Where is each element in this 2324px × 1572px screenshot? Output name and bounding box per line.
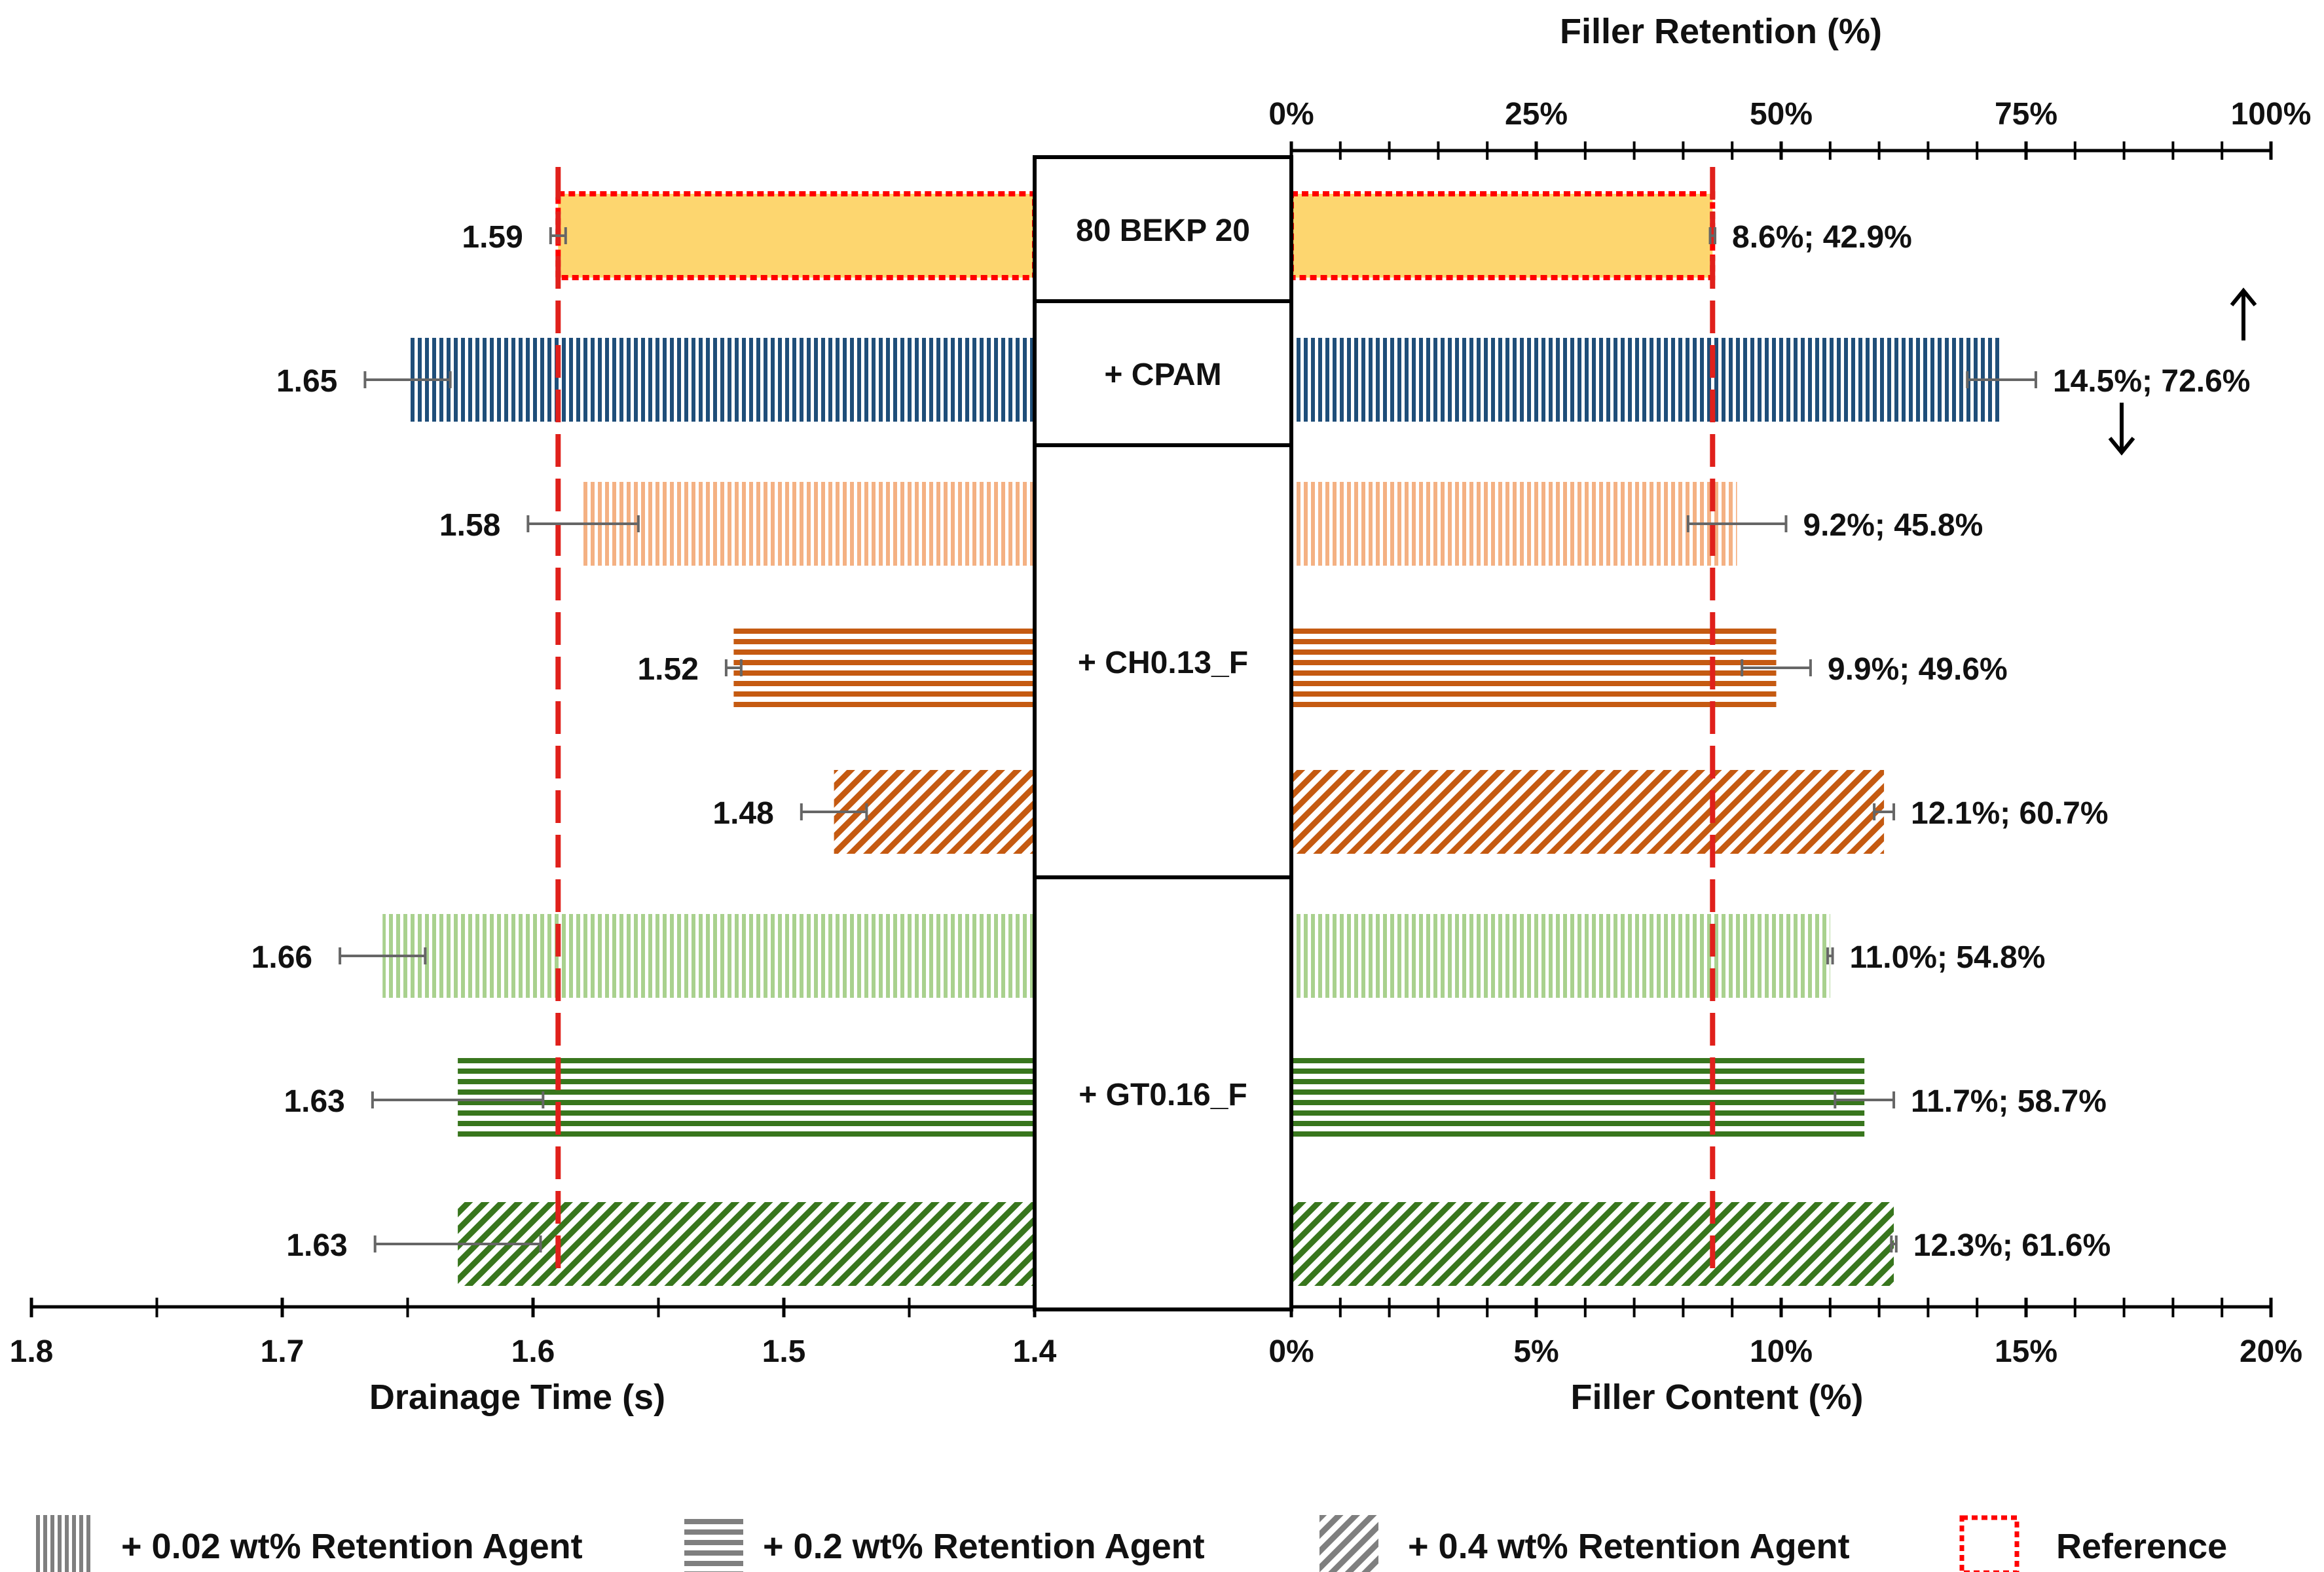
- drainage-value-label: 1.66: [251, 940, 312, 975]
- legend-item: Reference: [1959, 1515, 2227, 1572]
- left-axis-tick-label: 1.8: [10, 1334, 54, 1369]
- drainage-value-label: 1.52: [637, 652, 698, 687]
- content-error-bar: [1686, 515, 1788, 532]
- reference-lines: [555, 167, 1716, 1277]
- left-axis-tick-label: 1.5: [762, 1334, 806, 1369]
- error-bars: [339, 227, 2037, 1252]
- legend-swatch: [34, 1515, 93, 1572]
- category-boxes: 80 BEKP 20 + CPAM + CH0.13_F + GT0.16_F: [1033, 155, 1293, 1311]
- legend-label: + 0.02 wt% Retention Agent: [121, 1527, 583, 1566]
- drainage-error-bar: [373, 1235, 542, 1252]
- legend-label: Reference: [2056, 1527, 2227, 1566]
- legend: + 0.02 wt% Retention Agent + 0.2 wt% Rete…: [34, 1515, 2227, 1572]
- arrow-down-icon: [2108, 403, 2135, 456]
- axes: 1.8 1.7 1.6 1.5 1.4 0% 5% 10% 15% 20% 0% 25% 50% 75% 1…: [10, 12, 2312, 1417]
- content-error-bar: [1834, 1091, 1896, 1108]
- top-axis-tick-label: 50%: [1750, 97, 1813, 132]
- filler-content-bars: [1289, 191, 2002, 1286]
- top-axis-tick-label: 75%: [1995, 97, 2057, 132]
- top-axis-title: Filler Retention (%): [1560, 12, 1882, 51]
- drainage-error-bar: [800, 803, 868, 820]
- top-axis-tick-label: 100%: [2231, 97, 2312, 132]
- drainage-value-label: 1.65: [276, 364, 337, 399]
- category-box: + CPAM: [1033, 299, 1293, 447]
- content-error-bar: [1873, 803, 1896, 820]
- category-label: + CPAM: [1104, 357, 1221, 392]
- filler-content-bar: [1289, 191, 1716, 280]
- category-box: + CH0.13_F: [1033, 443, 1293, 879]
- retention-value-label: 12.1%; 60.7%: [1911, 796, 2109, 831]
- drainage-bar: [407, 338, 1035, 422]
- value-labels: 1.59 8.6%; 42.9% 1.65 14.5%; 72.6% 1.58 9.2%;…: [251, 220, 2251, 1263]
- bottom-axis-tick-label: 5%: [1513, 1334, 1559, 1369]
- drainage-error-bar: [724, 659, 743, 676]
- retention-value-label: 8.6%; 42.9%: [1732, 220, 1912, 255]
- legend-swatch: [1959, 1515, 2020, 1572]
- drainage-bar: [382, 914, 1035, 998]
- left-axis-title: Drainage Time (s): [369, 1378, 665, 1417]
- legend-label: + 0.2 wt% Retention Agent: [763, 1527, 1205, 1566]
- filler-content-bar: [1291, 1202, 1894, 1286]
- retention-value-label: 9.2%; 45.8%: [1803, 508, 1983, 543]
- bottom-axis-tick-label: 0%: [1268, 1334, 1314, 1369]
- retention-value-label: 12.3%; 61.6%: [1913, 1228, 2111, 1263]
- category-label: + GT0.16_F: [1079, 1078, 1247, 1112]
- drainage-bar: [555, 191, 1037, 280]
- drainage-bar: [458, 1202, 1035, 1286]
- legend-swatch: [1319, 1515, 1378, 1572]
- drainage-error-bar: [549, 227, 567, 244]
- content-error-bar: [1741, 659, 1812, 676]
- legend-item: + 0.2 wt% Retention Agent: [684, 1515, 1205, 1572]
- bottom-axis-tick-label: 15%: [1995, 1334, 2057, 1369]
- retention-value-label: 14.5%; 72.6%: [2053, 364, 2251, 399]
- category-box: 80 BEKP 20: [1033, 155, 1293, 303]
- legend-item: + 0.4 wt% Retention Agent: [1319, 1515, 1850, 1572]
- bottom-right-axis-title: Filler Content (%): [1571, 1378, 1864, 1417]
- drainage-error-bar: [339, 947, 427, 964]
- retention-value-label: 11.0%; 54.8%: [1850, 940, 2046, 975]
- drainage-value-label: 1.63: [284, 1084, 344, 1119]
- filler-content-bar: [1291, 338, 2002, 422]
- drainage-value-label: 1.58: [439, 508, 500, 543]
- category-label: 80 BEKP 20: [1076, 213, 1250, 248]
- content-error-bar: [1826, 947, 1834, 964]
- drainage-error-bar: [371, 1091, 545, 1108]
- retention-value-label: 9.9%; 49.6%: [1828, 652, 2008, 687]
- legend-item: + 0.02 wt% Retention Agent: [34, 1515, 583, 1572]
- annotation-arrows: [2108, 287, 2257, 456]
- filler-content-bar: [1291, 626, 1777, 710]
- drainage-bar: [733, 626, 1035, 710]
- drainage-bar: [458, 1058, 1035, 1142]
- top-axis-tick-label: 0%: [1268, 97, 1314, 132]
- drainage-error-bar: [363, 371, 452, 388]
- content-error-bar: [1890, 1235, 1898, 1252]
- left-axis-tick-label: 1.7: [261, 1334, 304, 1369]
- drainage-error-bar: [526, 515, 640, 532]
- drainage-value-label: 1.59: [462, 220, 523, 255]
- content-error-bar: [1708, 227, 1717, 244]
- drainage-time-bars: [382, 191, 1037, 1286]
- filler-content-bar: [1291, 482, 1737, 566]
- left-axis-tick-label: 1.6: [511, 1334, 555, 1369]
- axis-ticks: [29, 141, 2273, 1317]
- category-label: + CH0.13_F: [1078, 646, 1248, 680]
- category-box: + GT0.16_F: [1033, 875, 1293, 1311]
- content-error-bar: [1966, 371, 2037, 388]
- drainage-bar: [583, 482, 1035, 566]
- filler-content-bar: [1291, 1058, 1865, 1142]
- drainage-value-label: 1.48: [712, 796, 773, 831]
- left-axis-tick-label: 1.4: [1013, 1334, 1057, 1369]
- retention-value-label: 11.7%; 58.7%: [1911, 1084, 2107, 1119]
- filler-content-bar: [1291, 914, 1830, 998]
- bottom-axis-tick-label: 10%: [1750, 1334, 1813, 1369]
- drainage-value-label: 1.63: [286, 1228, 347, 1263]
- axis-tick-labels: 1.8 1.7 1.6 1.5 1.4 0% 5% 10% 15% 20% 0% 25% 50% 75% 1…: [10, 97, 2312, 1369]
- filler-content-bar: [1291, 770, 1885, 854]
- legend-label: + 0.4 wt% Retention Agent: [1408, 1527, 1850, 1566]
- bottom-axis-tick-label: 20%: [2240, 1334, 2302, 1369]
- legend-swatch: [684, 1515, 743, 1572]
- top-axis-tick-label: 25%: [1505, 97, 1568, 132]
- arrow-up-icon: [2230, 287, 2257, 340]
